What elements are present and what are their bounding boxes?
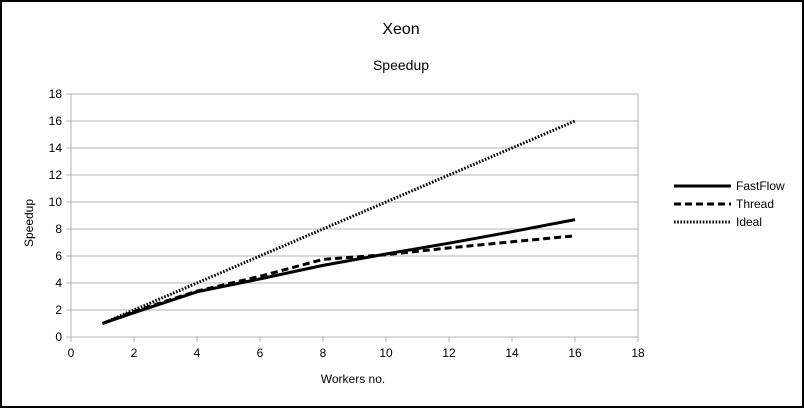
x-tick-label-5: 10 xyxy=(379,346,393,360)
y-tick-label-5: 10 xyxy=(49,195,63,209)
y-tick-label-7: 14 xyxy=(49,141,63,155)
x-tick-label-6: 12 xyxy=(442,346,456,360)
chart-subtitle: Speedup xyxy=(373,57,429,73)
series-line-thread xyxy=(101,234,576,325)
x-tick-label-4: 8 xyxy=(320,346,327,360)
legend-label-thread: Thread xyxy=(736,197,774,211)
x-axis-ticks: 0 2 4 6 8 10 12 14 16 18 xyxy=(68,337,645,360)
plot-area xyxy=(70,93,639,338)
x-tick-label-3: 6 xyxy=(257,346,264,360)
y-tick-label-9: 18 xyxy=(49,87,63,101)
y-tick-label-0: 0 xyxy=(55,330,62,344)
y-tick-label-1: 2 xyxy=(55,303,62,317)
x-tick-label-2: 4 xyxy=(194,346,201,360)
x-tick-label-9: 18 xyxy=(631,346,645,360)
series-line-fastflow xyxy=(102,218,576,325)
x-tick-label-1: 2 xyxy=(131,346,138,360)
y-axis-label: Speedup xyxy=(22,199,36,247)
chart-title: Xeon xyxy=(382,21,419,38)
legend-label-ideal: Ideal xyxy=(736,215,762,229)
legend: FastFlow Thread Ideal xyxy=(674,179,785,229)
y-tick-label-2: 4 xyxy=(55,276,62,290)
x-tick-label-8: 16 xyxy=(568,346,582,360)
y-tick-label-4: 8 xyxy=(55,222,62,236)
y-tick-label-8: 16 xyxy=(49,114,63,128)
x-axis-label: Workers no. xyxy=(321,372,385,386)
x-tick-label-7: 14 xyxy=(505,346,519,360)
series-lines xyxy=(101,119,576,325)
series-line-ideal xyxy=(101,119,576,325)
y-tick-label-6: 12 xyxy=(49,168,63,182)
legend-label-fastflow: FastFlow xyxy=(736,179,785,193)
y-tick-label-3: 6 xyxy=(55,249,62,263)
x-tick-label-0: 0 xyxy=(68,346,75,360)
y-axis-ticks: 0 2 4 6 8 10 12 14 16 18 xyxy=(49,87,71,344)
